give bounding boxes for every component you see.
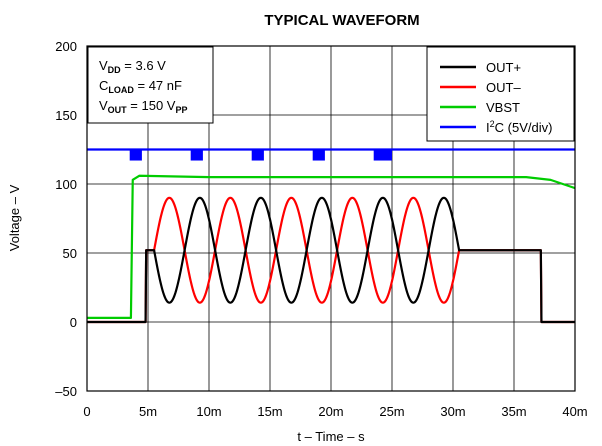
series-line-vbst	[87, 174, 576, 319]
legend-label-out-minus: OUT–	[486, 80, 521, 95]
chart-title: TYPICAL WAVEFORM	[264, 12, 419, 29]
x-tick-label-0: 0	[83, 404, 90, 419]
x-tick-label-1: 5m	[139, 404, 157, 419]
x-tick-label-2: 10m	[196, 404, 221, 419]
legend-label-vbst: VBST	[486, 100, 520, 115]
i2c-pulse-0	[129, 149, 142, 161]
plot-area-frame	[86, 45, 576, 392]
i2c-pulse-4	[373, 149, 392, 161]
y-tick-label-1: 0	[70, 315, 77, 330]
annotation-cload: CLOAD = 47 nF	[99, 78, 182, 95]
x-tick-label-7: 35m	[501, 404, 526, 419]
y-tick-label-0: –50	[55, 384, 77, 399]
y-tick-label-2: 50	[63, 246, 77, 261]
series-line-out	[87, 196, 575, 324]
annotation-frame	[87, 46, 214, 124]
x-axis-label: t – Time – s	[297, 429, 365, 444]
legend-label-i2c: I2C (5V/div)	[486, 119, 552, 135]
i2c-pulse-3	[312, 149, 325, 161]
annotation-box: VDD = 3.6 V CLOAD = 47 nF VOUT = 150 VPP	[87, 46, 214, 124]
series-layer	[87, 148, 576, 324]
x-tick-label-5: 25m	[379, 404, 404, 419]
annotation-vdd: VDD = 3.6 V	[99, 58, 166, 75]
y-tick-label-4: 150	[55, 108, 77, 123]
x-axis-ticks: 0 5m 10m 15m 20m 25m 30m 35m 40m	[83, 404, 587, 419]
legend-label-out-plus: OUT+	[486, 60, 521, 75]
x-tick-label-3: 15m	[257, 404, 282, 419]
y-axis-label: Voltage – V	[7, 184, 22, 251]
x-tick-label-6: 30m	[440, 404, 465, 419]
i2c-pulse-1	[190, 149, 203, 161]
x-tick-label-8: 40m	[562, 404, 587, 419]
annotation-vout: VOUT = 150 VPP	[99, 98, 187, 115]
y-tick-label-5: 200	[55, 39, 77, 54]
legend-frame	[426, 46, 575, 142]
i2c-pulse-2	[251, 149, 264, 161]
x-tick-label-4: 20m	[318, 404, 343, 419]
y-axis-ticks: –50 0 50 100 150 200	[55, 39, 77, 399]
y-tick-label-3: 100	[55, 177, 77, 192]
legend: OUT+ OUT– VBST I2C (5V/div)	[426, 46, 575, 142]
